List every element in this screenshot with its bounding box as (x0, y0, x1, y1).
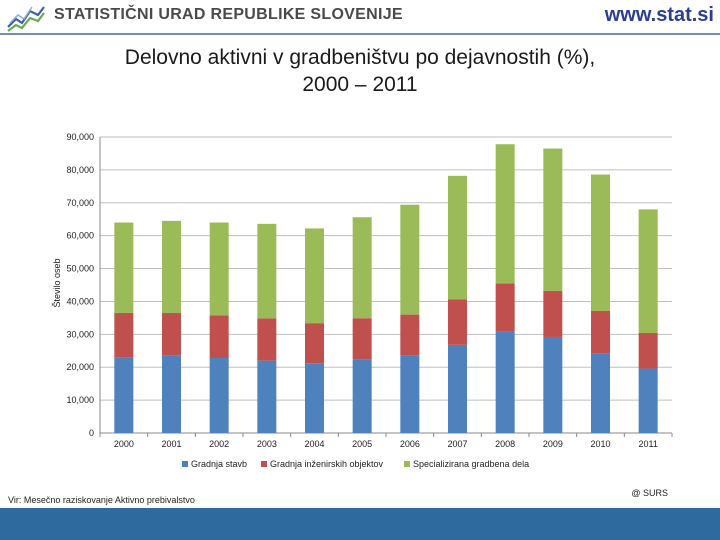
bar-2005-series-2 (352, 217, 372, 319)
bar-2006-series-0 (400, 355, 420, 433)
bar-2001-series-1 (162, 312, 181, 356)
bar-2011-series-1 (638, 333, 658, 369)
bar-2004-series-0 (305, 363, 324, 433)
x-tick-label: 2008 (495, 439, 515, 449)
y-tick-label: 20,000 (66, 362, 94, 372)
x-tick-label: 2001 (161, 439, 181, 449)
legend-label-0: Gradnja stavb (191, 459, 247, 469)
bar-2010-series-0 (591, 353, 610, 433)
bar-2011-series-0 (638, 368, 658, 433)
x-tick-label: 2003 (257, 439, 277, 449)
bar-2000-series-0 (114, 357, 134, 433)
header-divider (0, 33, 720, 35)
bar-2000-series-2 (114, 222, 134, 313)
x-tick-label: 2010 (590, 439, 610, 449)
bar-2008-series-1 (495, 283, 515, 332)
x-tick-label: 2011 (638, 439, 657, 449)
bar-2002-series-0 (209, 358, 229, 433)
x-tick-label: 2002 (209, 439, 229, 449)
y-tick-label: 10,000 (66, 395, 94, 405)
bar-2003-series-0 (257, 360, 277, 433)
y-tick-label: 40,000 (66, 296, 94, 306)
stacked-bar-chart: 0 10,000 20,000 30,000 40,000 50,000 60,000 70,… (52, 132, 673, 469)
bar-2005-series-1 (352, 318, 372, 360)
y-axis-label: Število oseb (52, 258, 62, 307)
chart-title: Delovno aktivni v gradbeništvu po dejavn… (0, 44, 720, 98)
y-tick-label: 30,000 (66, 329, 94, 339)
bar-2002-series-1 (209, 315, 229, 359)
x-tick-label: 2007 (447, 439, 467, 449)
bar-2007-series-0 (448, 344, 467, 433)
x-tick-label: 2000 (114, 439, 134, 449)
bar-2009-series-0 (543, 336, 563, 433)
x-tick-label: 2009 (543, 439, 563, 449)
bar-2004-series-1 (305, 323, 324, 364)
copyright: @ SURS (631, 488, 668, 498)
x-tick-label: 2006 (400, 439, 420, 449)
y-tick-label: 90,000 (66, 132, 94, 142)
bar-2002-series-2 (209, 222, 229, 316)
y-tick-label: 80,000 (66, 165, 94, 175)
bar-2001-series-0 (162, 355, 181, 433)
y-tick-label: 60,000 (66, 231, 94, 241)
bar-2006-series-2 (400, 204, 420, 315)
legend-label-2: Specializirana gradbena dela (413, 459, 529, 469)
y-tick-label: 70,000 (66, 198, 94, 208)
bar-2008-series-0 (495, 331, 515, 433)
bar-2010-series-1 (591, 310, 610, 354)
bar-2003-series-2 (257, 223, 277, 319)
legend-swatch-1 (261, 461, 267, 467)
bar-2011-series-2 (638, 209, 658, 334)
y-tick-label: 50,000 (66, 264, 94, 274)
site-url[interactable]: www.stat.si (604, 4, 714, 26)
header: STATISTIČNI URAD REPUBLIKE SLOVENIJE www… (0, 0, 720, 36)
bar-2005-series-0 (352, 359, 372, 433)
y-tick-label: 0 (89, 428, 94, 438)
bar-2007-series-1 (448, 299, 467, 345)
bar-2010-series-2 (591, 174, 610, 311)
legend-swatch-0 (182, 461, 188, 467)
bar-2003-series-1 (257, 318, 277, 361)
bar-2001-series-2 (162, 220, 181, 313)
bar-2009-series-1 (543, 290, 563, 337)
chart-title-line-1: Delovno aktivni v gradbeništvu po dejavn… (124, 46, 596, 69)
bar-2009-series-2 (543, 148, 563, 291)
legend-swatch-2 (404, 461, 410, 467)
x-tick-label: 2005 (352, 439, 372, 449)
bar-2008-series-2 (495, 144, 515, 284)
source-note: Vir: Mesečno raziskovanje Aktivno prebiv… (8, 495, 195, 505)
bar-2000-series-1 (114, 312, 134, 358)
surs-logo-icon (7, 6, 45, 32)
bar-2007-series-2 (448, 175, 467, 300)
chart-title-line-2: 2000 – 2011 (302, 73, 418, 96)
org-name: STATISTIČNI URAD REPUBLIKE SLOVENIJE (54, 6, 403, 23)
bar-2006-series-1 (400, 314, 420, 356)
bar-2004-series-2 (305, 228, 324, 324)
x-tick-label: 2004 (304, 439, 324, 449)
footer-bar (0, 508, 720, 540)
legend-label-1: Gradnja inženirskih objektov (270, 459, 384, 469)
